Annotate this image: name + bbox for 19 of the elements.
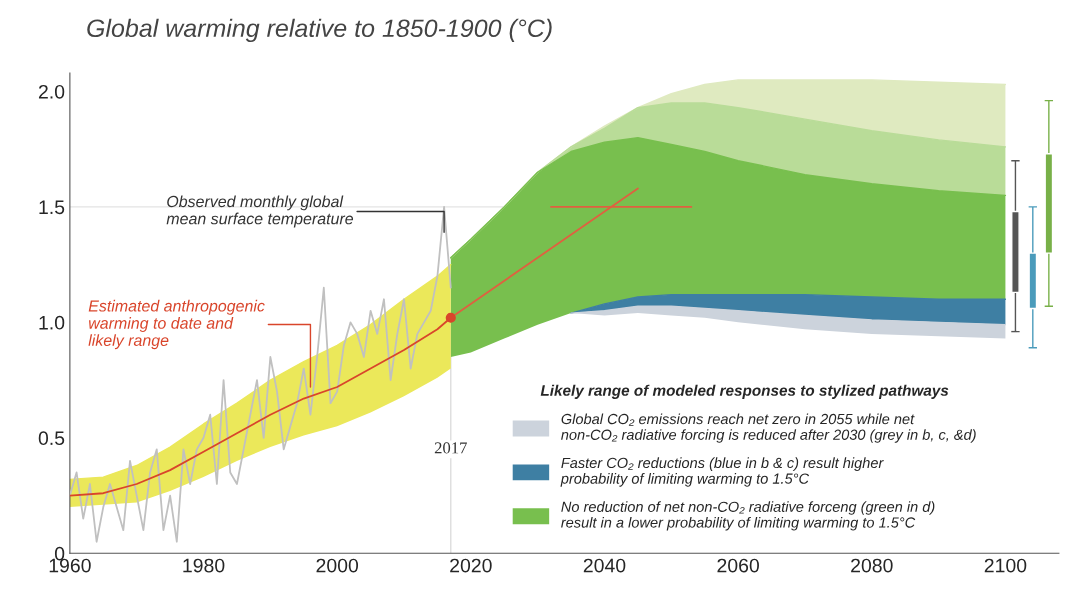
legend-label: Global CO₂ emissions reach net zero in 2055 while net non-CO₂ radiative forcing is reduced after 2030 (grey in b, c, &d) — [561, 413, 976, 443]
x-tick-label: 2000 — [316, 558, 359, 573]
annotation: Estimated anthropogenic warming to date and likely range — [88, 299, 265, 350]
y-tick-label: 1.0 — [39, 315, 65, 330]
chart-title: Global warming relative to 1850-1900 (°C) — [87, 18, 552, 43]
x-tick-label: 2020 — [450, 558, 492, 573]
legend-title: Likely range of modeled responses to stylized pathways — [540, 384, 949, 399]
legend-label: Faster CO₂ reductions (blue in b & c) result higher probability of limiting warming to 1.5°C — [560, 457, 884, 487]
legend-label: No reduction of net non-CO₂ radiative forceng (green in d) result in a lower probability of limiting warming to 1.5°C — [561, 501, 935, 531]
x-tick-label: 1980 — [183, 558, 225, 573]
annotation: Observed monthly global mean surface temperature — [166, 195, 354, 228]
x-tick-label: 2080 — [851, 558, 893, 573]
y-tick-label: 0.5 — [38, 431, 65, 446]
ref-line-label: 2017 — [434, 442, 467, 454]
y-tick-label: 2.0 — [38, 84, 65, 99]
x-tick-label: 2100 — [984, 558, 1027, 573]
y-tick-label: 1.5 — [39, 200, 65, 215]
x-tick-label: 2060 — [717, 558, 759, 573]
x-tick-label: 2040 — [583, 558, 626, 573]
